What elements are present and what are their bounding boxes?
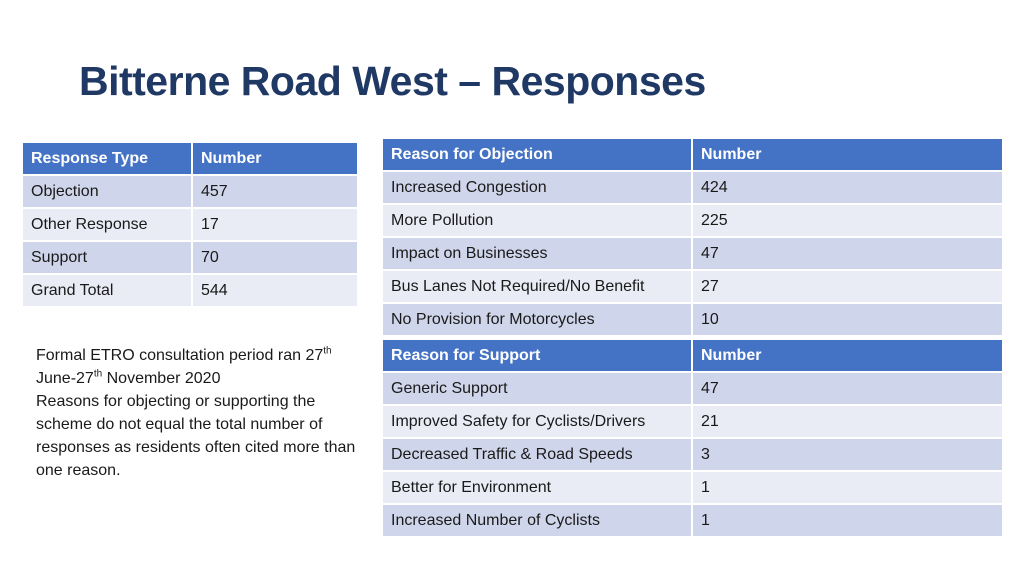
- response-type-cell: Grand Total: [21, 273, 193, 308]
- table-row: Support 70: [21, 240, 359, 275]
- table-row: Better for Environment 1: [381, 470, 1004, 505]
- number-cell: 225: [691, 203, 1004, 238]
- response-type-cell: Objection: [21, 174, 193, 209]
- number-cell: 70: [191, 240, 359, 275]
- table-row: Increased Number of Cyclists 1: [381, 503, 1004, 538]
- table-row: Grand Total 544: [21, 273, 359, 308]
- number-cell: 1: [691, 470, 1004, 505]
- reason-cell: Generic Support: [381, 371, 693, 406]
- column-header-reason-for-support: Reason for Support: [381, 338, 693, 373]
- response-type-table: Response Type Number Objection 457 Other…: [21, 141, 359, 308]
- reason-cell: Increased Number of Cyclists: [381, 503, 693, 538]
- number-cell: 17: [191, 207, 359, 242]
- reason-cell: Improved Safety for Cyclists/Drivers: [381, 404, 693, 439]
- number-cell: 47: [691, 371, 1004, 406]
- number-cell: 424: [691, 170, 1004, 205]
- column-header-response-type: Response Type: [21, 141, 193, 176]
- table-row: No Provision for Motorcycles 10: [381, 302, 1004, 337]
- number-cell: 457: [191, 174, 359, 209]
- table-row: Other Response 17: [21, 207, 359, 242]
- table-row: Generic Support 47: [381, 371, 1004, 406]
- column-header-reason-for-objection: Reason for Objection: [381, 137, 693, 172]
- consultation-note: Formal ETRO consultation period ran 27th…: [36, 344, 366, 482]
- reason-cell: No Provision for Motorcycles: [381, 302, 693, 337]
- number-cell: 544: [191, 273, 359, 308]
- column-header-number: Number: [191, 141, 359, 176]
- table-row: Impact on Businesses 47: [381, 236, 1004, 271]
- number-cell: 47: [691, 236, 1004, 271]
- column-header-number: Number: [691, 137, 1004, 172]
- table-header-row: Reason for Objection Number: [381, 137, 1004, 172]
- consultation-period-text: Formal ETRO consultation period ran 27th…: [36, 345, 332, 387]
- reason-cell: Increased Congestion: [381, 170, 693, 205]
- reason-cell: Decreased Traffic & Road Speeds: [381, 437, 693, 472]
- table-row: Objection 457: [21, 174, 359, 209]
- table-header-row: Response Type Number: [21, 141, 359, 176]
- page-title: Bitterne Road West – Responses: [79, 58, 706, 104]
- table-row: Increased Congestion 424: [381, 170, 1004, 205]
- reason-cell: Bus Lanes Not Required/No Benefit: [381, 269, 693, 304]
- number-cell: 10: [691, 302, 1004, 337]
- reason-cell: More Pollution: [381, 203, 693, 238]
- reason-cell: Impact on Businesses: [381, 236, 693, 271]
- number-cell: 3: [691, 437, 1004, 472]
- table-row: Decreased Traffic & Road Speeds 3: [381, 437, 1004, 472]
- table-row: Bus Lanes Not Required/No Benefit 27: [381, 269, 1004, 304]
- reason-cell: Better for Environment: [381, 470, 693, 505]
- response-type-cell: Support: [21, 240, 193, 275]
- column-header-number: Number: [691, 338, 1004, 373]
- reason-for-support-table: Reason for Support Number Generic Suppor…: [381, 338, 1004, 538]
- table-row: More Pollution 225: [381, 203, 1004, 238]
- number-cell: 27: [691, 269, 1004, 304]
- table-header-row: Reason for Support Number: [381, 338, 1004, 373]
- table-row: Improved Safety for Cyclists/Drivers 21: [381, 404, 1004, 439]
- explanation-text: Reasons for objecting or supporting the …: [36, 393, 356, 479]
- number-cell: 1: [691, 503, 1004, 538]
- number-cell: 21: [691, 404, 1004, 439]
- response-type-cell: Other Response: [21, 207, 193, 242]
- reason-for-objection-table: Reason for Objection Number Increased Co…: [381, 137, 1004, 337]
